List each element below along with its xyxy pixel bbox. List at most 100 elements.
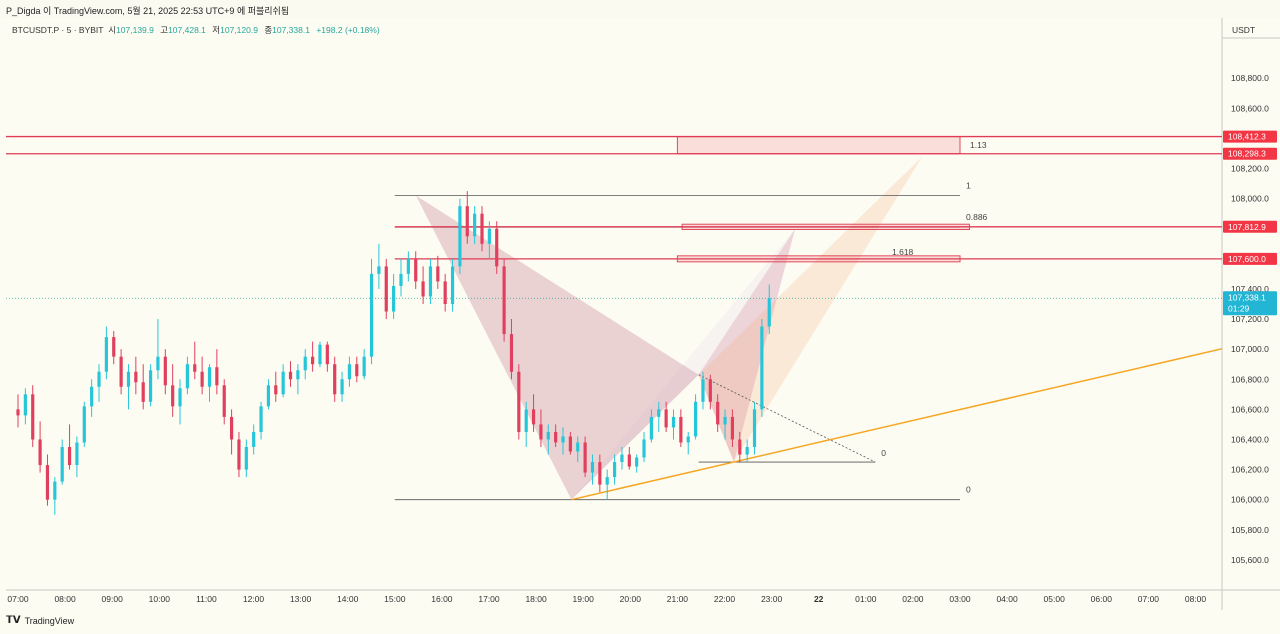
x-tick-label: 11:00	[196, 594, 217, 604]
x-tick-label: 12:00	[243, 594, 265, 604]
candle-body	[436, 266, 440, 282]
target-zone	[676, 136, 961, 155]
candle-body	[53, 481, 57, 500]
price-tag-label: 107,338.1	[1228, 292, 1266, 302]
x-tick-label: 13:00	[290, 594, 312, 604]
candle-body	[649, 416, 654, 440]
candle-body	[517, 371, 521, 432]
tradingview-logo-icon[interactable]: 𝗧𝗩	[6, 615, 21, 626]
candle-body	[487, 228, 491, 244]
candle-body	[473, 213, 477, 237]
candle-body	[90, 386, 94, 407]
candle-body	[414, 258, 418, 282]
high-value: 107,428.1	[168, 25, 206, 35]
candle-body	[347, 364, 352, 380]
price-tag-label: 108,298.3	[1228, 149, 1266, 159]
candle-body	[355, 364, 359, 377]
x-tick-label: 08:00	[1185, 594, 1207, 604]
candle-body	[752, 409, 757, 447]
candle-body	[664, 409, 668, 428]
orange-trendline	[571, 347, 1222, 501]
x-tick-label: 04:00	[996, 594, 1018, 604]
candle-body	[377, 266, 381, 274]
candle-body	[288, 371, 293, 380]
candle-body	[465, 206, 469, 237]
footer: 𝗧𝗩 TradingView	[6, 615, 74, 626]
x-tick-label: 14:00	[337, 594, 359, 604]
x-tick-label: 09:00	[102, 594, 124, 604]
candle-body	[671, 416, 676, 428]
open-value: 107,139.9	[116, 25, 154, 35]
low-value: 107,120.9	[220, 25, 258, 35]
pattern-bcd-extension-triangle	[698, 156, 923, 463]
candle-body	[31, 394, 35, 440]
candle-body	[16, 409, 20, 416]
candle-body	[679, 416, 683, 443]
candle-body	[229, 416, 234, 440]
candle-body	[605, 477, 609, 485]
x-tick-label: 18:00	[525, 594, 547, 604]
y-tick-label: 106,200.0	[1231, 465, 1269, 475]
candle-body	[60, 447, 64, 482]
candle-body	[333, 364, 337, 395]
candle-body	[509, 334, 514, 372]
candle-body	[318, 344, 322, 365]
x-tick-label: 03:00	[949, 594, 971, 604]
candle-body	[598, 462, 602, 485]
candle-body	[215, 367, 219, 386]
candle-body	[119, 356, 123, 387]
candle-body	[163, 356, 167, 386]
candle-body	[266, 385, 271, 407]
y-tick-label: 108,800.0	[1231, 73, 1269, 83]
x-tick-label: 07:00	[1138, 594, 1160, 604]
candle-body	[421, 281, 425, 297]
fib-label: 0	[966, 485, 971, 495]
y-tick-label: 107,000.0	[1231, 344, 1269, 354]
y-tick-label: 107,200.0	[1231, 314, 1269, 324]
y-tick-label: 106,600.0	[1231, 404, 1269, 414]
candle-body	[156, 356, 160, 371]
x-tick-label: 22	[814, 594, 824, 604]
candle-body	[635, 457, 639, 467]
x-tick-label: 10:00	[149, 594, 171, 604]
x-tick-label: 22:00	[714, 594, 736, 604]
price-tag-label: 107,600.0	[1228, 254, 1266, 264]
x-tick-label: 19:00	[573, 594, 595, 604]
price-tag-label: 108,412.3	[1228, 132, 1266, 142]
candle-body	[222, 385, 226, 417]
x-tick-label: 07:00	[7, 594, 29, 604]
close-value: 107,338.1	[272, 25, 310, 35]
symbol-legend[interactable]: BTCUSDT.P · 5 · BYBIT 시107,139.9 고107,42…	[12, 24, 380, 36]
price-tag-label: 107,812.9	[1228, 222, 1266, 232]
price-tag	[1223, 252, 1277, 265]
candle-body	[252, 431, 256, 447]
candle-body	[274, 385, 278, 395]
fib-label: 1.618	[892, 247, 914, 257]
candle-body	[126, 371, 131, 387]
y-tick-label: 106,000.0	[1231, 495, 1269, 505]
candle-body	[38, 439, 42, 466]
x-tick-label: 05:00	[1044, 594, 1066, 604]
symbol-name[interactable]: BTCUSDT.P · 5 · BYBIT	[12, 25, 104, 35]
candle-body	[148, 370, 153, 402]
x-tick-label: 06:00	[1091, 594, 1113, 604]
candle-body	[642, 439, 646, 458]
candle-body	[760, 326, 764, 410]
y-tick-label: 108,000.0	[1231, 194, 1269, 204]
candle-body	[502, 266, 506, 335]
candle-body	[480, 213, 484, 244]
x-tick-label: 21:00	[667, 594, 689, 604]
candle-body	[612, 462, 617, 478]
candle-body	[583, 442, 587, 473]
candle-body	[200, 371, 204, 387]
candle-body	[745, 447, 749, 455]
candle-body	[303, 356, 307, 371]
projection-dotted-line	[698, 374, 876, 463]
close-label: 종	[264, 25, 273, 35]
pattern-abd-triangle	[571, 228, 796, 500]
pattern-xab-triangle	[415, 195, 699, 500]
high-label: 고	[160, 25, 169, 35]
candle-body	[237, 439, 241, 470]
currency-label: USDT	[1232, 25, 1255, 35]
